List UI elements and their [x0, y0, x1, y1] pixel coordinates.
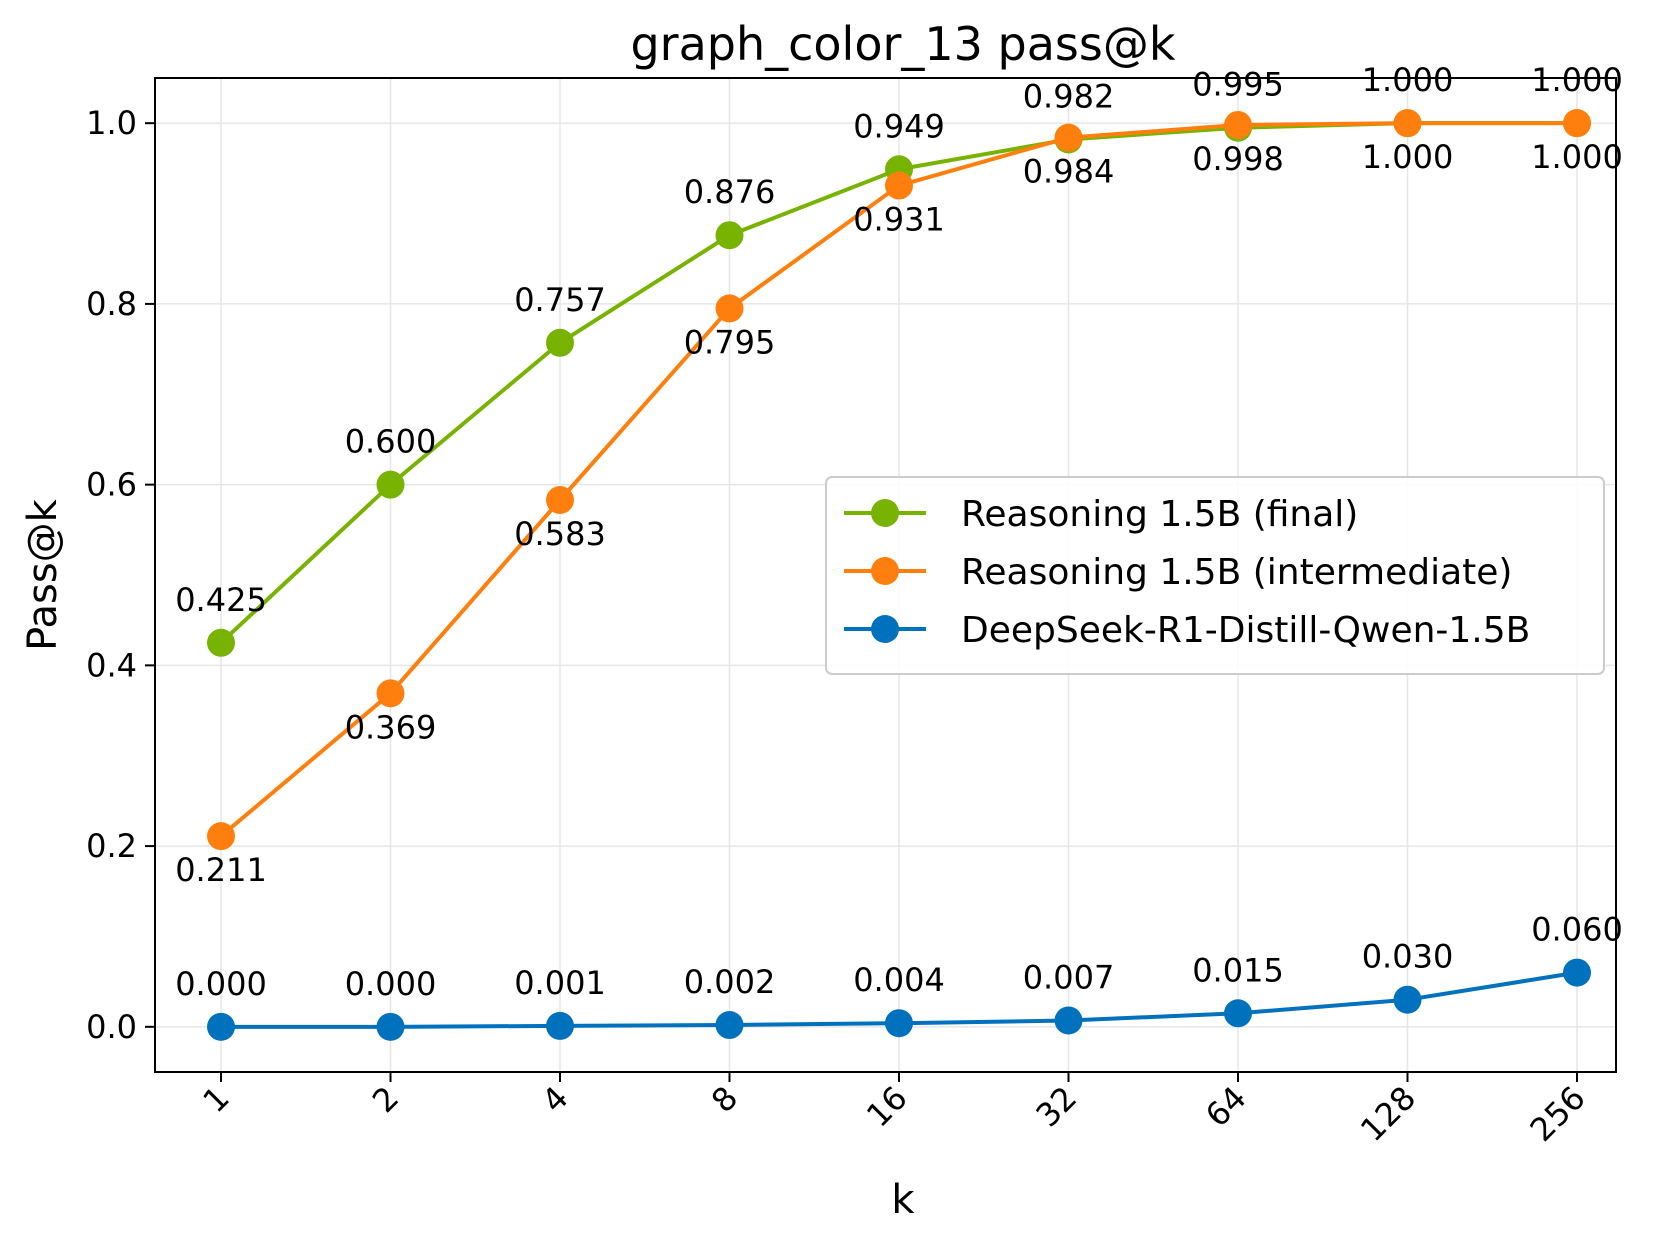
legend-label: Reasoning 1.5B (intermediate) — [961, 552, 1512, 593]
x-axis-title: k — [891, 1177, 915, 1223]
legend-box — [825, 476, 1605, 675]
x-tick-label: 64 — [1198, 1079, 1254, 1135]
data-point — [1224, 999, 1252, 1028]
x-tick-label: 8 — [704, 1079, 745, 1120]
data-label: 1.000 — [1531, 61, 1623, 99]
data-label: 0.001 — [514, 964, 606, 1002]
data-label: 0.015 — [1192, 951, 1284, 989]
data-label: 0.000 — [175, 965, 267, 1003]
data-label: 0.425 — [175, 581, 267, 619]
legend: Reasoning 1.5B (final) Reasoning 1.5B (in… — [825, 476, 1605, 675]
legend-marker — [871, 499, 899, 527]
data-label: 0.931 — [853, 201, 945, 239]
series-layer — [207, 109, 1591, 1041]
data-point — [1054, 123, 1083, 152]
data-point — [1054, 1006, 1083, 1035]
data-label: 0.757 — [514, 281, 606, 319]
data-point — [207, 628, 235, 657]
data-point — [546, 485, 574, 514]
y-tick-label: 0.8 — [86, 285, 137, 323]
data-label: 0.876 — [684, 173, 776, 211]
data-label: 0.211 — [175, 851, 267, 889]
data-point — [715, 1011, 744, 1040]
data-label: 0.002 — [684, 963, 776, 1001]
data-label: 1.000 — [1362, 138, 1454, 176]
data-point — [715, 221, 744, 250]
data-point — [207, 1012, 235, 1041]
data-point — [885, 1009, 913, 1038]
y-axis-ticks: 0.0 0.2 0.4 0.6 0.8 1.0 — [86, 104, 155, 1046]
legend-marker — [871, 615, 899, 643]
data-label: 0.982 — [1023, 77, 1115, 115]
legend-item-0: Reasoning 1.5B (final) — [844, 494, 1358, 535]
data-point — [546, 328, 574, 357]
data-label: 0.795 — [684, 323, 776, 361]
x-tick-label: 4 — [534, 1079, 575, 1120]
legend-item-1: Reasoning 1.5B (intermediate) — [844, 552, 1512, 593]
data-label: 0.007 — [1023, 958, 1115, 996]
y-tick-label: 0.6 — [86, 466, 137, 504]
data-point — [546, 1011, 574, 1040]
data-label: 0.949 — [853, 107, 945, 145]
x-tick-label: 2 — [365, 1079, 406, 1120]
data-point — [376, 679, 405, 708]
data-label: 0.984 — [1023, 153, 1115, 191]
data-point — [885, 171, 913, 200]
series-1 — [207, 109, 1591, 851]
x-tick-label: 16 — [859, 1079, 915, 1135]
data-label: 1.000 — [1362, 61, 1454, 99]
x-axis-ticks: 1 2 4 8 16 32 64 128 256 — [195, 1072, 1593, 1149]
data-point — [715, 294, 744, 323]
data-point — [1563, 958, 1591, 987]
chart-title: graph_color_13 pass@k — [630, 17, 1175, 71]
data-labels: 0.000 0.000 0.001 0.002 0.004 0.007 0.015 0.030… — [175, 61, 1623, 1003]
data-label: 0.995 — [1192, 66, 1284, 104]
data-point — [1563, 109, 1591, 138]
data-label: 0.600 — [345, 423, 437, 461]
data-point — [376, 1012, 405, 1041]
data-point — [207, 822, 235, 851]
x-tick-label: 32 — [1028, 1079, 1084, 1135]
data-label: 0.000 — [345, 965, 437, 1003]
x-tick-label: 256 — [1523, 1079, 1593, 1149]
plot-frame — [154, 77, 1617, 1073]
data-point — [1393, 985, 1422, 1014]
data-label: 0.030 — [1362, 938, 1454, 976]
y-tick-label: 0.2 — [86, 827, 137, 865]
data-label: 0.369 — [345, 708, 437, 746]
data-label: 0.998 — [1192, 140, 1284, 178]
data-label: 1.000 — [1531, 138, 1623, 176]
legend-marker — [871, 557, 899, 585]
legend-label: DeepSeek-R1-Distill-Qwen-1.5B — [961, 610, 1530, 651]
y-axis-title: Pass@k — [20, 498, 66, 651]
y-tick-label: 0.0 — [86, 1008, 137, 1046]
y-tick-label: 1.0 — [86, 104, 137, 142]
data-label: 0.060 — [1531, 911, 1623, 949]
x-tick-label: 1 — [195, 1079, 236, 1120]
data-point — [1393, 109, 1422, 138]
data-point — [376, 470, 405, 499]
y-tick-label: 0.4 — [86, 646, 137, 684]
data-label: 0.583 — [514, 515, 606, 553]
x-tick-label: 128 — [1353, 1079, 1423, 1149]
legend-label: Reasoning 1.5B (final) — [961, 494, 1358, 535]
legend-item-2: DeepSeek-R1-Distill-Qwen-1.5B — [844, 610, 1530, 651]
series-2 — [207, 958, 1591, 1041]
data-label: 0.004 — [853, 961, 945, 999]
data-point — [1224, 110, 1252, 139]
